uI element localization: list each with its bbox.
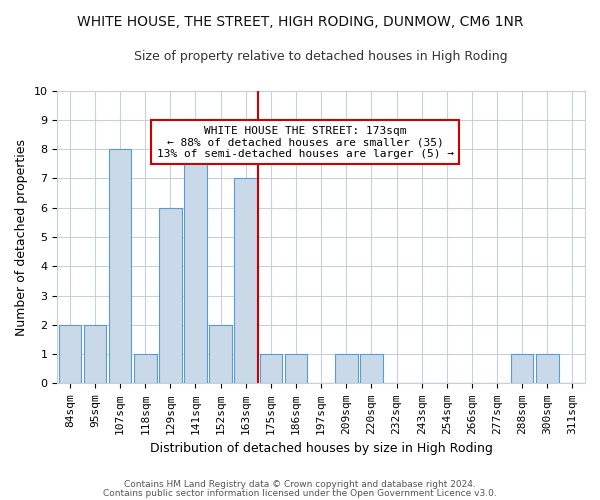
Text: WHITE HOUSE THE STREET: 173sqm
← 88% of detached houses are smaller (35)
13% of : WHITE HOUSE THE STREET: 173sqm ← 88% of …	[157, 126, 454, 159]
Text: WHITE HOUSE, THE STREET, HIGH RODING, DUNMOW, CM6 1NR: WHITE HOUSE, THE STREET, HIGH RODING, DU…	[77, 15, 523, 29]
Text: Contains HM Land Registry data © Crown copyright and database right 2024.: Contains HM Land Registry data © Crown c…	[124, 480, 476, 489]
Bar	[159, 208, 182, 384]
Text: Contains public sector information licensed under the Open Government Licence v3: Contains public sector information licen…	[103, 488, 497, 498]
Title: Size of property relative to detached houses in High Roding: Size of property relative to detached ho…	[134, 50, 508, 63]
Bar	[59, 325, 81, 384]
Bar	[335, 354, 358, 384]
Y-axis label: Number of detached properties: Number of detached properties	[15, 138, 28, 336]
Bar	[285, 354, 307, 384]
Bar	[184, 149, 207, 384]
Bar	[511, 354, 533, 384]
Bar	[235, 178, 257, 384]
X-axis label: Distribution of detached houses by size in High Roding: Distribution of detached houses by size …	[150, 442, 493, 455]
Bar	[109, 149, 131, 384]
Bar	[360, 354, 383, 384]
Bar	[536, 354, 559, 384]
Bar	[209, 325, 232, 384]
Bar	[260, 354, 282, 384]
Bar	[134, 354, 157, 384]
Bar	[83, 325, 106, 384]
